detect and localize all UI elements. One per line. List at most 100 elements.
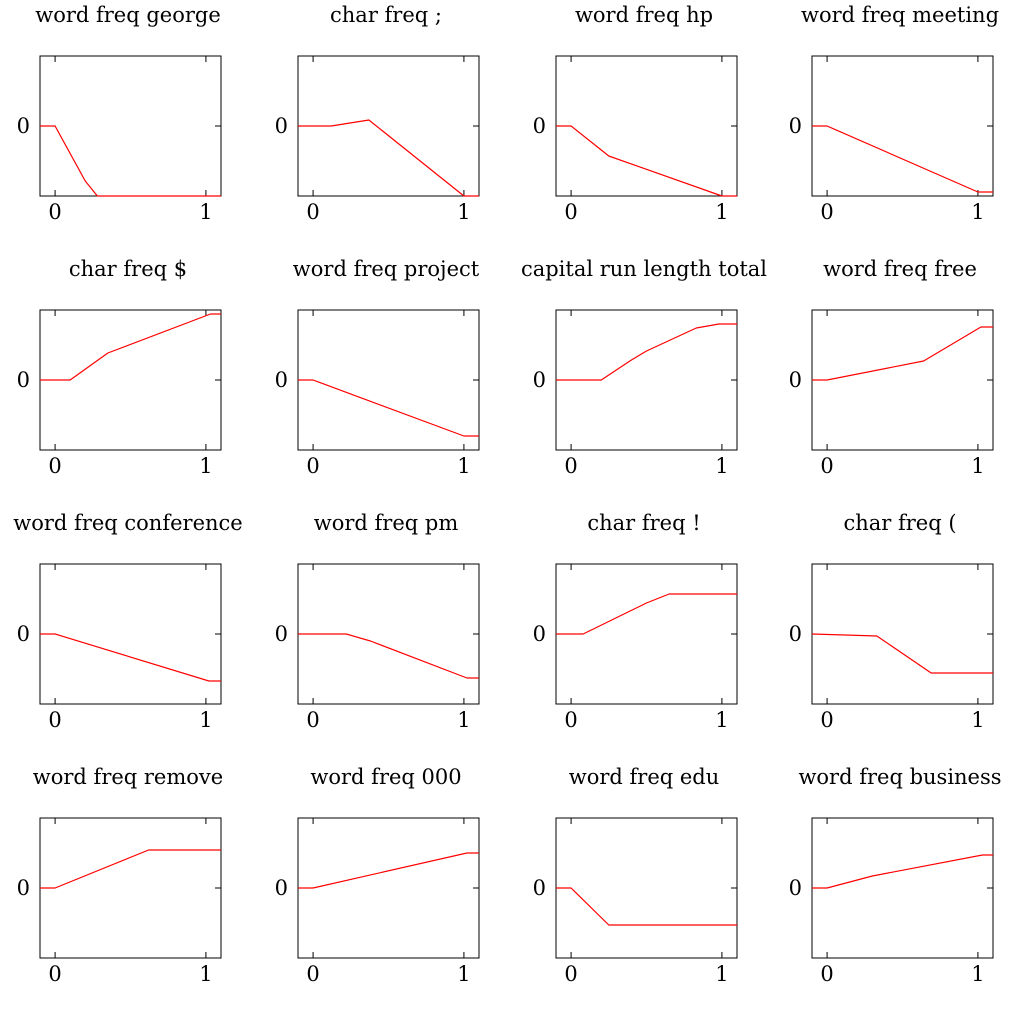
chart-title: word freq conference xyxy=(13,511,243,535)
x-tick-label: 0 xyxy=(306,454,319,478)
series-line xyxy=(812,125,993,193)
plot-frame xyxy=(811,817,994,959)
chart-title: word freq remove xyxy=(32,765,224,789)
chart-plot: 0 1 0 xyxy=(789,817,994,986)
series-line xyxy=(556,593,737,635)
chart-plot: 0 1 0 xyxy=(17,55,222,224)
y-tick-label: 0 xyxy=(789,114,802,138)
series-line xyxy=(556,125,737,197)
y-tick-label: 0 xyxy=(275,876,288,900)
chart-panel: word freq business 0 1 0 xyxy=(772,762,1018,1016)
series-line xyxy=(40,125,221,197)
x-tick-label: 0 xyxy=(48,454,61,478)
x-tick-label: 1 xyxy=(457,454,470,478)
x-tick-label: 1 xyxy=(971,962,984,986)
plot-frame xyxy=(39,55,222,197)
x-tick-label: 0 xyxy=(564,200,577,224)
series-line xyxy=(40,633,221,682)
series-line xyxy=(298,379,479,437)
x-tick-label: 1 xyxy=(715,708,728,732)
chart-title: word freq meeting xyxy=(800,3,1000,27)
chart-panel: word freq project 0 1 0 xyxy=(258,254,514,508)
series-line xyxy=(556,323,737,381)
series-line xyxy=(556,887,737,926)
chart-panel: char freq ; 0 1 0 xyxy=(258,0,514,254)
x-tick-label: 0 xyxy=(564,962,577,986)
x-tick-label: 1 xyxy=(199,454,212,478)
chart-plot: 0 1 0 xyxy=(533,309,738,478)
x-tick-label: 0 xyxy=(48,200,61,224)
chart-title: word freq project xyxy=(292,257,480,281)
x-tick-label: 1 xyxy=(971,454,984,478)
plot-frame xyxy=(39,563,222,705)
chart-panel: word freq free 0 1 0 xyxy=(772,254,1018,508)
series-line xyxy=(40,313,221,381)
chart-title: word freq 000 xyxy=(310,765,462,789)
x-tick-label: 0 xyxy=(306,200,319,224)
chart-panel: word freq conference 0 1 0 xyxy=(0,508,256,762)
chart-title: word freq free xyxy=(823,257,977,281)
y-tick-label: 0 xyxy=(17,368,30,392)
chart-plot: 0 1 0 xyxy=(17,817,222,986)
plot-frame xyxy=(297,309,480,451)
chart-grid: word freq george 0 1 0 char freq ; 0 1 0 word fr… xyxy=(0,0,1018,986)
chart-panel: char freq (0 1 0 xyxy=(772,508,1018,762)
y-tick-label: 0 xyxy=(533,114,546,138)
x-tick-label: 1 xyxy=(715,454,728,478)
series-line xyxy=(40,849,221,889)
plot-frame xyxy=(811,309,994,451)
plot-frame xyxy=(297,817,480,959)
x-tick-label: 1 xyxy=(715,962,728,986)
x-tick-label: 0 xyxy=(820,454,833,478)
y-tick-label: 0 xyxy=(17,876,30,900)
chart-plot: 0 1 0 xyxy=(789,55,994,224)
chart-plot: 0 1 0 xyxy=(275,817,480,986)
chart-panel: word freq pm 0 1 0 xyxy=(258,508,514,762)
chart-plot: 0 1 0 xyxy=(533,55,738,224)
y-tick-label: 0 xyxy=(17,114,30,138)
chart-title: capital run length total xyxy=(520,257,768,281)
chart-plot: 0 1 0 xyxy=(275,309,480,478)
series-line xyxy=(812,326,993,381)
y-tick-label: 0 xyxy=(789,622,802,646)
chart-panel: word freq edu 0 1 0 xyxy=(516,762,772,1016)
y-tick-label: 0 xyxy=(533,622,546,646)
x-tick-label: 0 xyxy=(48,962,61,986)
x-tick-label: 1 xyxy=(457,962,470,986)
series-line xyxy=(298,119,479,197)
chart-plot: 0 1 0 xyxy=(17,563,222,732)
chart-title: word freq edu xyxy=(568,765,720,789)
plot-frame xyxy=(555,55,738,197)
chart-plot: 0 1 0 xyxy=(275,55,480,224)
x-tick-label: 1 xyxy=(971,708,984,732)
plot-frame xyxy=(811,55,994,197)
series-line xyxy=(812,854,993,889)
y-tick-label: 0 xyxy=(789,876,802,900)
x-tick-label: 0 xyxy=(820,708,833,732)
chart-plot: 0 1 0 xyxy=(789,563,994,732)
chart-plot: 0 1 0 xyxy=(533,563,738,732)
chart-panel: word freq remove 0 1 0 xyxy=(0,762,256,1016)
x-tick-label: 1 xyxy=(199,708,212,732)
chart-title: word freq pm xyxy=(313,511,459,535)
x-tick-label: 1 xyxy=(199,962,212,986)
chart-title: word freq george xyxy=(35,3,221,27)
plot-frame xyxy=(555,817,738,959)
chart-plot: 0 1 0 xyxy=(533,817,738,986)
chart-plot: 0 1 0 xyxy=(275,563,480,732)
x-tick-label: 1 xyxy=(457,200,470,224)
chart-panel: word freq 000 0 1 0 xyxy=(258,762,514,1016)
x-tick-label: 0 xyxy=(564,454,577,478)
x-tick-label: 0 xyxy=(306,708,319,732)
chart-title: word freq business xyxy=(798,765,1002,789)
chart-panel: char freq ! 0 1 0 xyxy=(516,508,772,762)
y-tick-label: 0 xyxy=(789,368,802,392)
chart-panel: word freq hp 0 1 0 xyxy=(516,0,772,254)
y-tick-label: 0 xyxy=(17,622,30,646)
series-line xyxy=(811,633,993,674)
chart-panel: word freq meeting 0 1 0 xyxy=(772,0,1018,254)
chart-panel: word freq george 0 1 0 xyxy=(0,0,256,254)
chart-plot: 0 1 0 xyxy=(789,309,994,478)
series-line xyxy=(298,852,479,889)
x-tick-label: 0 xyxy=(306,962,319,986)
